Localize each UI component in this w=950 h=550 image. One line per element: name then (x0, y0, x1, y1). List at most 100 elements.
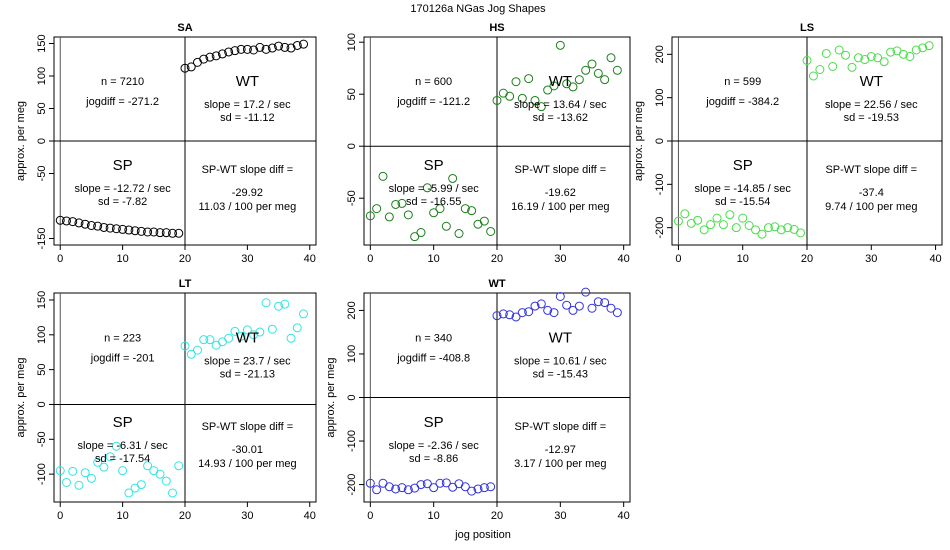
data-point-sp (448, 173, 458, 183)
data-point-sp (699, 225, 709, 235)
data-point-wt (236, 44, 246, 54)
data-point-wt (606, 53, 616, 63)
slope-diff-value: -19.62 (545, 187, 576, 199)
data-point-wt (498, 309, 508, 319)
wt-quadrant-label: WT (236, 73, 259, 90)
x-tick-label: 40 (618, 510, 630, 522)
data-point-sp (174, 228, 184, 238)
data-point-wt (230, 326, 240, 336)
data-point-sp (124, 225, 134, 235)
data-point-wt (530, 95, 540, 105)
data-point-wt (299, 309, 309, 319)
x-tick-label: 20 (491, 510, 503, 522)
data-point-wt (581, 287, 591, 297)
panel-title: HS (489, 22, 504, 34)
data-point-sp (673, 216, 683, 226)
data-point-sp (757, 229, 767, 239)
data-point-sp (372, 485, 382, 495)
y-axis-label: approx. per meg (15, 357, 27, 437)
y-tick-label: -150 (36, 227, 48, 249)
data-point-sp (416, 480, 426, 490)
data-point-wt (802, 55, 812, 65)
data-point-wt (574, 75, 584, 85)
y-axis-label: approx. per meg (633, 101, 645, 181)
data-point-wt (898, 49, 908, 59)
data-point-sp (680, 209, 690, 219)
y-tick-label: 50 (346, 88, 358, 100)
y-tick-label: 0 (654, 138, 666, 144)
jogdiff-label: jogdiff = -271.2 (85, 96, 159, 108)
data-point-sp (105, 452, 115, 462)
data-point-sp (74, 218, 84, 228)
data-point-wt (562, 300, 572, 310)
data-point-wt (492, 311, 502, 321)
data-point-wt (186, 349, 196, 359)
wt-sd-label: sd = -13.62 (533, 112, 588, 124)
data-point-wt (242, 325, 252, 335)
data-point-wt (873, 53, 883, 63)
sp-sd-label: sd = -15.54 (715, 196, 770, 208)
y-tick-label: -50 (346, 190, 358, 206)
y-tick-label: 50 (36, 364, 48, 376)
data-point-wt (249, 45, 259, 55)
x-tick-label: 10 (428, 253, 440, 265)
y-tick-label: -100 (654, 173, 666, 195)
data-point-sp (783, 223, 793, 233)
data-point-sp (124, 488, 134, 498)
sp-slope-label: slope = -14.85 / sec (695, 183, 792, 195)
data-point-wt (292, 40, 302, 50)
data-point-wt (905, 52, 915, 61)
data-point-wt (205, 52, 215, 62)
data-point-sp (718, 220, 728, 230)
data-point-sp (397, 483, 407, 493)
data-point-sp (155, 228, 165, 238)
sp-quadrant-label: SP (733, 157, 753, 174)
data-point-sp (61, 477, 71, 487)
data-point-wt (886, 47, 896, 57)
data-point-wt (524, 74, 534, 84)
data-point-sp (410, 232, 420, 242)
n-count-label: n = 7210 (101, 76, 144, 88)
data-point-sp (161, 228, 171, 238)
data-point-sp (467, 486, 477, 496)
data-point-wt (230, 46, 240, 56)
data-point-sp (454, 229, 464, 239)
x-axis-label: jog position (454, 529, 511, 541)
data-point-wt (217, 49, 227, 59)
x-tick-label: 30 (554, 253, 566, 265)
data-point-sp (118, 224, 128, 234)
wt-sd-label: sd = -11.12 (220, 112, 275, 124)
data-point-wt (549, 81, 559, 91)
data-point-sp (93, 221, 103, 231)
data-point-sp (435, 204, 445, 214)
data-point-wt (224, 47, 234, 57)
y-tick-label: 50 (36, 102, 48, 114)
sp-sd-label: sd = -17.54 (95, 453, 150, 465)
slope-diff-title: SP-WT slope diff = (202, 164, 294, 176)
sp-sd-label: sd = -16.55 (406, 196, 461, 208)
data-point-sp (136, 226, 146, 236)
sp-sd-label: sd = -7.82 (98, 196, 147, 208)
x-tick-label: 0 (57, 510, 63, 522)
data-point-sp (149, 227, 159, 237)
data-point-wt (211, 51, 221, 61)
data-point-wt (555, 291, 565, 301)
slope-diff-title: SP-WT slope diff = (825, 164, 917, 176)
data-point-sp (99, 462, 109, 472)
data-point-sp (486, 482, 496, 492)
jogdiff-label: jogdiff = -384.2 (705, 96, 779, 108)
data-point-sp (168, 488, 178, 498)
data-point-sp (441, 221, 451, 231)
panel-lt: LT -100 -50 0 50 100 150 approx. per meg 0 10 20 30… (15, 278, 317, 522)
y-tick-label: 0 (36, 138, 48, 144)
slope-diff-value: -30.01 (232, 444, 263, 456)
data-point-sp (460, 482, 470, 492)
data-point-sp (479, 216, 489, 226)
data-point-wt (808, 71, 818, 81)
y-tick-label: 100 (346, 33, 358, 51)
y-tick-label: -200 (654, 217, 666, 239)
n-count-label: n = 223 (104, 332, 141, 344)
data-point-sp (384, 482, 394, 492)
